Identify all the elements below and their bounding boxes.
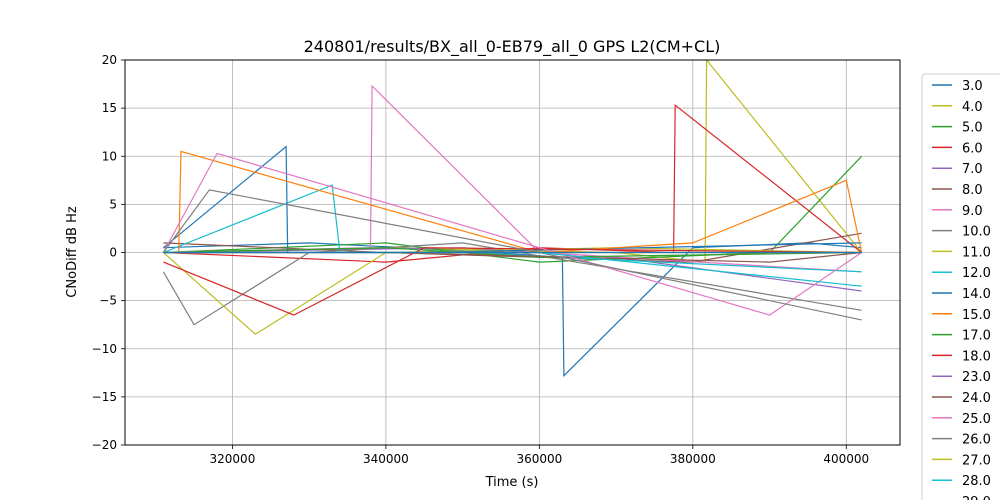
y-tick-label: 20 [102,53,117,67]
legend-label: 27.0 [962,453,991,468]
chart-title: 240801/results/BX_all_0-EB79_all_0 GPS L… [304,37,721,57]
y-axis-label: CNoDiff dB Hz [65,206,80,298]
y-tick-label: −5 [99,294,117,308]
legend-label: 15.0 [962,308,991,323]
series-line-5.0 [163,155,863,263]
legend-label: 8.0 [962,183,983,198]
x-tick-label: 340000 [363,452,409,466]
x-tick-label: 400000 [823,452,869,466]
x-tick-label: 360000 [516,452,562,466]
series-group [162,60,863,378]
y-tick-label: 10 [102,149,117,163]
x-tick-label: 380000 [670,452,716,466]
series-line-18.0 [163,247,862,316]
x-axis-label: Time (s) [485,475,539,490]
y-tick-label: −10 [92,342,117,356]
series-line-25.0 [162,152,862,316]
legend-label: 23.0 [962,370,991,385]
series-line-15.0 [163,150,863,254]
legend-label: 28.0 [962,474,991,489]
legend-label: 17.0 [962,329,991,344]
legend-label: 5.0 [962,121,983,136]
legend-label: 3.0 [962,79,983,94]
legend-label: 26.0 [962,433,991,448]
legend-label: 7.0 [962,162,983,177]
legend: 3.0 4.0 5.0 6.0 7.0 8.0 9.0 10.0 11.0 12.0 14.0 15.… [921,73,1000,500]
legend-label: 10.0 [962,225,991,240]
legend-label: 6.0 [962,141,983,156]
y-tick-label: 0 [109,246,117,260]
series-line-14.0 [163,145,862,254]
y-tick-label: 5 [109,197,117,211]
y-tick-label: −15 [92,390,117,404]
legend-label: 25.0 [962,412,991,427]
legend-label: 29.0 [962,495,991,500]
series-line-26.0 [162,189,862,321]
legend-label: 9.0 [962,204,983,219]
series-line-3.0 [163,242,862,378]
legend-label: 11.0 [962,245,991,260]
y-axis: −20 −15 −10 −5 0 5 10 15 20 [92,53,125,452]
legend-label: 12.0 [962,266,991,281]
legend-frame [921,73,1000,500]
x-axis: 320000 340000 360000 380000 400000 [210,445,869,466]
legend-label: 14.0 [962,287,991,302]
y-tick-label: −20 [92,438,117,452]
legend-label: 24.0 [962,391,991,406]
y-tick-label: 15 [102,101,117,115]
legend-label: 18.0 [962,349,991,364]
series-line-11.0 [163,247,862,336]
series-line-6.0 [163,103,862,263]
x-tick-label: 320000 [210,452,256,466]
legend-label: 4.0 [962,100,983,115]
